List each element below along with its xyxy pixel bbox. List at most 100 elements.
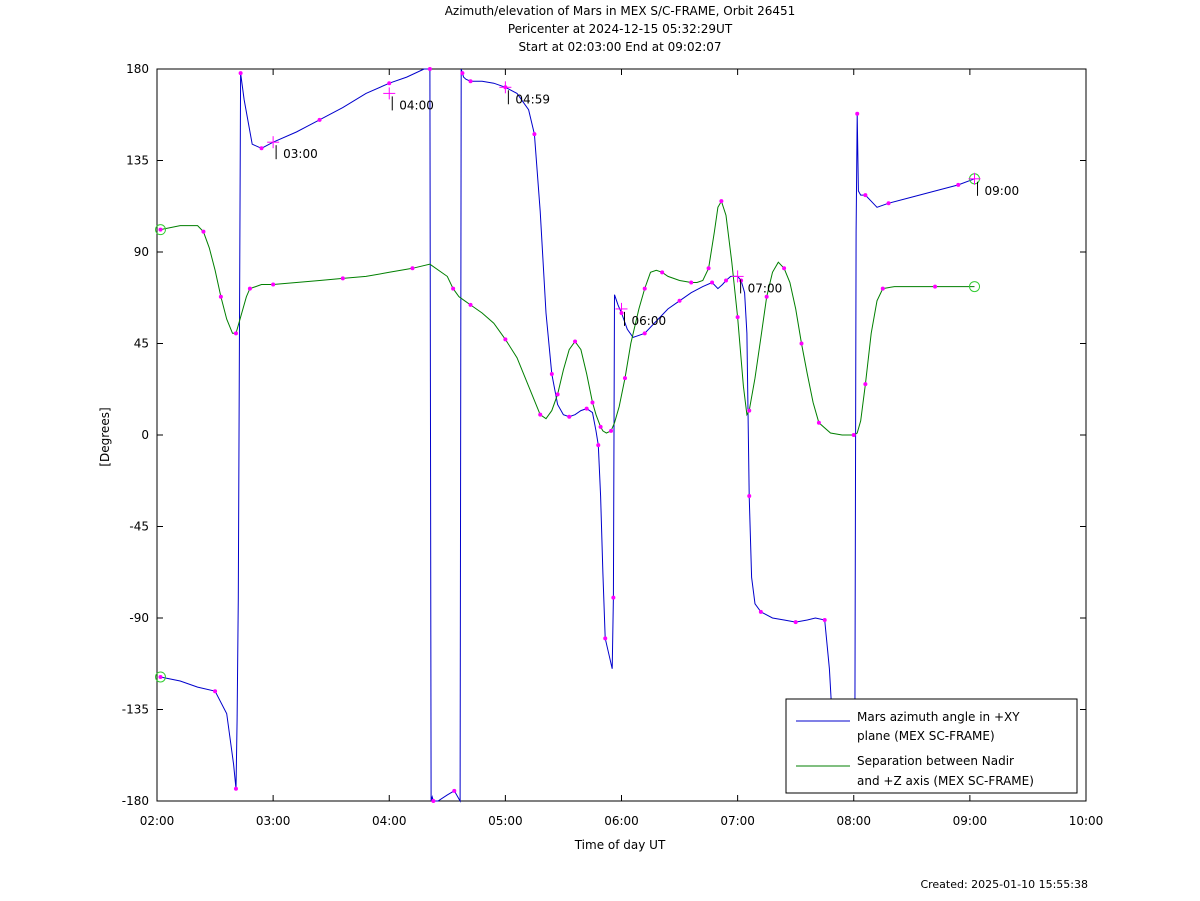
legend-label-azimuth-line1: Mars azimuth angle in +XY: [857, 710, 1020, 724]
legend-box: [785, 698, 1078, 794]
sample-point: [764, 294, 769, 299]
y-tick-label: 135: [126, 154, 149, 168]
chart-title: Azimuth/elevation of Mars in MEX S/C-FRA…: [444, 4, 796, 18]
legend-label-azimuth-line2: plane (MEX SC-FRAME): [857, 729, 995, 743]
sample-point: [452, 788, 457, 793]
plot-frame: [156, 68, 1087, 802]
sample-point: [706, 266, 711, 271]
sample-point: [271, 282, 276, 287]
sample-point: [213, 689, 218, 694]
series-end-circle: [969, 281, 981, 293]
x-tick-label: 05:00: [488, 814, 523, 828]
sample-point: [933, 284, 938, 289]
sample-point: [532, 132, 537, 137]
x-tick-label: 04:00: [372, 814, 407, 828]
sample-point: [410, 266, 415, 271]
sample-point: [822, 618, 827, 623]
sample-point: [555, 392, 560, 397]
sample-point: [451, 286, 456, 291]
sample-point: [158, 227, 163, 232]
sample-point: [782, 266, 787, 271]
hour-label: 06:00: [632, 314, 667, 328]
x-tick-label: 08:00: [836, 814, 871, 828]
separation-series-line: [160, 199, 975, 436]
y-tick-label: -180: [122, 794, 149, 808]
azimuth-series-line: [160, 68, 975, 803]
sample-point: [233, 331, 238, 336]
hour-label: 07:00: [748, 281, 783, 295]
x-tick-label: 02:00: [140, 814, 175, 828]
time-markers: 03:00 04:00 04:59 06:00 07:00 09:00: [267, 81, 1019, 328]
sample-point: [642, 331, 647, 336]
series-start-circle: [154, 671, 166, 683]
hour-label: 04:00: [399, 98, 434, 112]
x-tick-label: 10:00: [1069, 814, 1104, 828]
sample-point: [596, 443, 601, 448]
series-start-circle: [154, 224, 166, 236]
x-tick-label: 03:00: [256, 814, 291, 828]
y-tick-label: 45: [134, 337, 149, 351]
y-tick-label: -90: [129, 611, 149, 625]
legend: Mars azimuth angle in +XY plane (MEX SC-…: [785, 698, 1078, 794]
sample-point: [799, 341, 804, 346]
hour-label: 03:00: [283, 147, 318, 161]
sample-point: [735, 315, 740, 320]
sample-point: [317, 117, 322, 122]
sample-point: [259, 146, 264, 151]
sample-point: [431, 799, 436, 803]
hour-label: 09:00: [985, 184, 1020, 198]
sample-point: [340, 276, 345, 281]
y-tick-label: -135: [122, 703, 149, 717]
x-tick-label: 09:00: [953, 814, 988, 828]
sample-point: [758, 609, 763, 614]
sample-point: [387, 81, 392, 86]
y-tick-label: 0: [141, 428, 149, 442]
sample-point: [956, 182, 961, 187]
sample-point: [863, 193, 868, 198]
sample-point: [863, 382, 868, 387]
sample-point: [689, 280, 694, 285]
series-layer: [154, 67, 981, 803]
sample-point: [427, 67, 432, 71]
sample-point: [573, 339, 578, 344]
sample-point: [609, 428, 614, 433]
sample-point: [603, 636, 608, 641]
sample-point: [218, 294, 223, 299]
sample-point: [567, 414, 572, 419]
x-axis-label: Time of day UT: [574, 838, 666, 852]
sample-point: [611, 595, 616, 600]
legend-label-separation-line2: and +Z axis (MEX SC-FRAME): [857, 774, 1034, 788]
sample-point: [880, 286, 885, 291]
sample-point: [468, 79, 473, 84]
sample-point: [584, 406, 589, 411]
sample-point: [590, 400, 595, 405]
x-tick-label: 06:00: [604, 814, 639, 828]
sample-point: [642, 286, 647, 291]
sample-point: [622, 376, 627, 381]
sample-point: [503, 337, 508, 342]
sample-point: [747, 494, 752, 498]
sample-point: [238, 71, 243, 76]
sample-point: [855, 111, 860, 116]
hour-label: 04:59: [515, 92, 550, 106]
y-axis-label: [Degrees]: [98, 407, 112, 466]
chart-subtitle-start-end: Start at 02:03:00 End at 09:02:07: [518, 40, 722, 54]
sample-point: [468, 302, 473, 307]
sample-point: [677, 298, 682, 303]
y-tick-label: 180: [126, 62, 149, 76]
sample-point: [851, 433, 856, 437]
sample-point: [793, 620, 798, 625]
legend-label-separation-line1: Separation between Nadir: [857, 754, 1014, 768]
sample-point: [201, 229, 206, 234]
y-tick-label: -45: [129, 520, 149, 534]
sample-point: [233, 786, 238, 791]
sample-point: [538, 412, 543, 417]
chart-subtitle-pericenter: Pericenter at 2024-12-15 05:32:29UT: [507, 22, 733, 36]
sample-point: [660, 270, 665, 275]
sample-point: [719, 199, 724, 204]
sample-point: [724, 278, 729, 283]
sample-point: [247, 286, 252, 291]
y-tick-label: 90: [134, 245, 149, 259]
sample-point: [816, 420, 821, 425]
